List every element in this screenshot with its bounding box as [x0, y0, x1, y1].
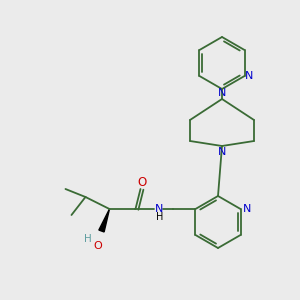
Text: N: N — [218, 147, 226, 157]
Text: N: N — [155, 204, 164, 214]
Text: N: N — [243, 204, 252, 214]
Text: H: H — [156, 212, 163, 222]
Text: N: N — [245, 71, 254, 81]
Text: H: H — [84, 234, 92, 244]
Text: O: O — [138, 176, 147, 188]
Text: N: N — [218, 88, 226, 98]
Polygon shape — [99, 209, 110, 232]
Text: O: O — [93, 241, 102, 251]
